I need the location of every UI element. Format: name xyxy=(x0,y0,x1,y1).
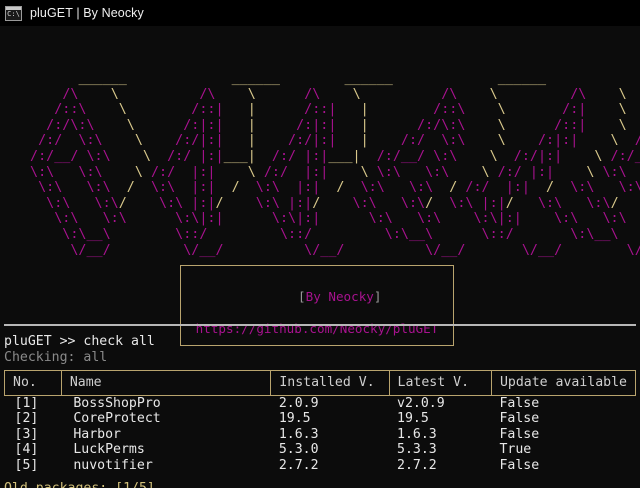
cell-name: BossShopPro xyxy=(73,396,161,411)
cell-installed: 19.5 xyxy=(278,411,311,427)
terminal-icon: C:\ xyxy=(5,5,22,21)
cell-installed: 1.6.3 xyxy=(278,426,319,442)
cell-no: [5] xyxy=(14,457,39,473)
credit-open-bracket: [ xyxy=(298,289,306,304)
terminal-body[interactable]: ______ ______ ______ ______ ______ _____… xyxy=(0,26,640,488)
table-row: [1] BossShopPro 2.0.9 v2.0.9 False xyxy=(5,396,636,412)
pluget-ascii-logo: ______ ______ ______ ______ ______ _____… xyxy=(22,71,640,258)
cell-latest: v2.0.9 xyxy=(397,396,445,411)
cell-no: [1] xyxy=(14,396,39,411)
cell-installed: 2.0.9 xyxy=(278,396,319,411)
cell-name: CoreProtect xyxy=(73,411,161,427)
window-titlebar: C:\ pluGET | By Neocky xyxy=(0,0,640,26)
cell-latest: 1.6.3 xyxy=(397,426,437,442)
header-name: Name xyxy=(60,370,272,396)
table-row: [3] Harbor 1.6.3 1.6.3 False xyxy=(5,427,636,442)
cell-update: False xyxy=(499,396,540,411)
cell-no: [2] xyxy=(14,411,39,427)
header-installed: Installed V. xyxy=(270,370,390,396)
table-row: [2] CoreProtect 19.5 19.5 False xyxy=(5,411,636,426)
cell-installed: 5.3.0 xyxy=(278,442,319,458)
cell-update: False xyxy=(499,457,540,473)
header-update: Update available xyxy=(490,370,637,396)
cell-name: LuckPerms xyxy=(73,442,145,458)
table-row: [5] nuvotifier 2.7.2 2.7.2 False xyxy=(5,458,636,473)
credit-author-text: By Neocky xyxy=(305,289,374,304)
cell-no: [4] xyxy=(14,442,39,458)
cell-no: [3] xyxy=(14,426,39,442)
window-title: pluGET | By Neocky xyxy=(30,6,144,20)
cell-update: False xyxy=(499,411,540,427)
command-prompt-line: pluGET >> check all xyxy=(4,334,155,349)
cell-latest: 19.5 xyxy=(397,411,429,427)
header-no: No. xyxy=(4,370,62,396)
table-row: [4] LuckPerms 5.3.0 5.3.3 True xyxy=(5,442,636,457)
cell-latest: 5.3.3 xyxy=(397,442,437,458)
cell-name: Harbor xyxy=(73,426,121,442)
credit-close-bracket: ] xyxy=(373,289,382,304)
old-packages-line: Old packages: [1/5] xyxy=(4,481,155,488)
cell-update: False xyxy=(499,426,540,442)
header-latest: Latest V. xyxy=(388,370,492,396)
cell-latest: 2.7.2 xyxy=(397,457,437,473)
checking-status-line: Checking: all xyxy=(4,350,108,365)
section-divider xyxy=(4,324,636,326)
cell-update: True xyxy=(499,442,532,458)
table-header-row: No. Name Installed V. Latest V. Update a… xyxy=(4,370,637,396)
credit-box: [By Neocky] https://github.com/Neocky/pl… xyxy=(180,265,454,346)
credit-author-line: [By Neocky] xyxy=(181,273,453,321)
cell-name: nuvotifier xyxy=(73,457,153,473)
cell-installed: 2.7.2 xyxy=(278,457,319,473)
package-table: No. Name Installed V. Latest V. Update a… xyxy=(4,370,637,473)
